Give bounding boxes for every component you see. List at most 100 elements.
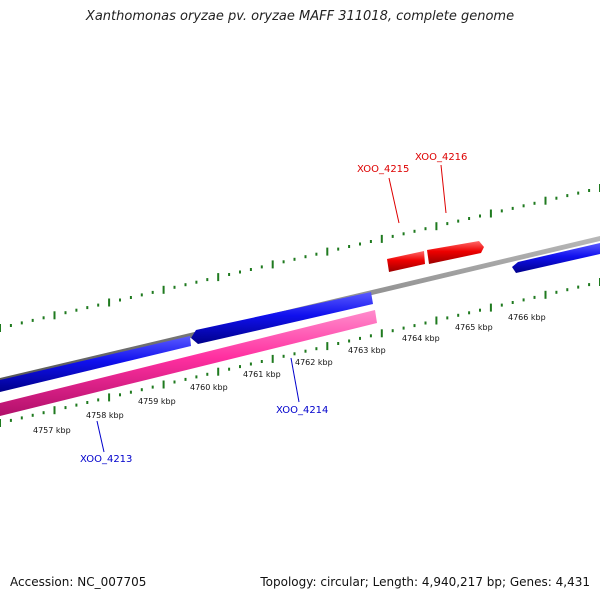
inner-track-minor-tick: [228, 367, 231, 371]
outer-track-minor-tick: [369, 240, 372, 243]
inner-track-minor-tick: [337, 342, 340, 345]
outer-track-minor-tick: [468, 217, 471, 220]
inner-track-minor-tick: [173, 380, 176, 384]
outer-track-minor-tick: [293, 257, 296, 261]
inner-track-minor-tick: [97, 398, 100, 402]
inner-track-minor-tick: [500, 303, 503, 307]
inner-track-minor-tick: [206, 372, 209, 376]
outer-track-minor-tick: [195, 280, 198, 284]
inner-track-minor-tick: [315, 347, 318, 351]
label-line-xoo-4216: [440, 164, 447, 214]
genome-summary-text: Topology: circular; Length: 4,940,217 bp…: [260, 575, 590, 589]
label-line-xoo-4215: [388, 177, 400, 224]
outer-track-minor-tick: [555, 196, 558, 200]
outer-track-minor-tick: [31, 318, 34, 322]
outer-track-minor-tick: [42, 316, 45, 320]
inner-track-minor-tick: [249, 362, 252, 366]
outer-track-major-tick: [217, 273, 220, 282]
outer-track-minor-tick: [151, 290, 154, 294]
inner-track-minor-tick: [468, 311, 471, 315]
scale-label: 4762 kbp: [295, 358, 333, 367]
inner-track-minor-tick: [522, 298, 525, 302]
gene-feature-xoo-4215[interactable]: [387, 251, 425, 272]
label-line-xoo-4214: [290, 357, 300, 403]
outer-track-minor-tick: [588, 189, 591, 192]
outer-track-minor-tick: [20, 321, 23, 325]
inner-track-minor-tick: [446, 316, 449, 320]
scale-label: 4757 kbp: [33, 426, 71, 435]
inner-track-minor-tick: [479, 308, 481, 312]
inner-track-major-tick: [162, 380, 165, 389]
inner-track-minor-tick: [86, 401, 89, 404]
inner-track-major-tick: [380, 329, 383, 338]
scale-labels: 4757 kbp 4758 kbp 4759 kbp 4760 kbp 4761 kbp…: [33, 313, 546, 435]
gene-label-xoo-4214[interactable]: XOO_4214: [276, 405, 328, 416]
inner-track-major-tick: [0, 419, 1, 427]
gene-feature-xoo-4214[interactable]: [191, 292, 373, 344]
inner-track-major-tick: [108, 393, 111, 402]
inner-track-minor-tick: [140, 388, 143, 392]
outer-track-minor-tick: [457, 219, 460, 223]
gene-label-xoo-4216[interactable]: XOO_4216: [415, 152, 467, 163]
outer-track-major-tick: [162, 285, 165, 294]
gene-feature-xoo-4216[interactable]: [427, 241, 484, 264]
inner-track-major-tick: [544, 290, 547, 299]
accession-text: Accession: NC_007705: [10, 575, 147, 589]
outer-track-minor-tick: [533, 201, 536, 205]
inner-track-minor-tick: [42, 411, 45, 415]
inner-track-minor-tick: [369, 334, 372, 338]
inner-track-minor-tick: [151, 385, 154, 389]
inner-track-minor-tick: [195, 375, 198, 379]
inner-track-major-tick: [435, 316, 438, 325]
outer-track-minor-tick: [184, 283, 187, 287]
outer-track-minor-tick: [577, 191, 580, 195]
map-title: Xanthomonas oryzae pv. oryzae MAFF 31101…: [85, 9, 515, 24]
gene-label-xoo-4215[interactable]: XOO_4215: [357, 164, 409, 175]
gene-feature-right[interactable]: [512, 243, 600, 273]
inner-track-major-tick: [489, 303, 492, 312]
outer-track-minor-tick: [359, 242, 361, 246]
outer-track-minor-tick: [239, 270, 241, 274]
outer-track-major-tick: [435, 222, 438, 231]
inner-track-minor-tick: [348, 339, 351, 343]
outer-track-minor-tick: [86, 306, 89, 310]
inner-track-minor-tick: [75, 403, 78, 407]
cds-track-feature: [0, 310, 377, 416]
outer-track-major-tick: [544, 196, 547, 205]
inner-track-minor-tick: [577, 285, 580, 289]
outer-track-minor-tick: [413, 229, 416, 233]
outer-track-major-tick: [380, 234, 383, 243]
outer-track-minor-tick: [348, 245, 351, 248]
gene-label-xoo-4213[interactable]: XOO_4213: [80, 454, 132, 465]
inner-track-minor-tick: [588, 283, 591, 287]
outer-tick-track: [0, 184, 600, 332]
inner-track-minor-tick: [31, 413, 34, 417]
scale-label: 4765 kbp: [455, 323, 493, 332]
scale-label: 4763 kbp: [348, 346, 386, 355]
inner-track-minor-tick: [9, 418, 12, 422]
outer-track-minor-tick: [249, 268, 252, 271]
inner-track-minor-tick: [293, 352, 296, 356]
gene-feature-xoo-4213[interactable]: [0, 336, 191, 392]
outer-track-minor-tick: [129, 296, 132, 299]
outer-track-minor-tick: [304, 255, 307, 259]
inner-track-minor-tick: [239, 365, 241, 369]
outer-track-minor-tick: [75, 308, 78, 312]
outer-track-minor-tick: [140, 293, 143, 297]
label-line-xoo-4213: [96, 420, 105, 453]
outer-track-minor-tick: [566, 194, 569, 198]
inner-track-minor-tick: [129, 390, 132, 394]
outer-track-minor-tick: [522, 204, 525, 208]
scale-label: 4758 kbp: [86, 411, 124, 420]
outer-track-minor-tick: [206, 278, 209, 282]
outer-track-minor-tick: [402, 232, 405, 236]
outer-track-minor-tick: [500, 209, 503, 213]
inner-track-minor-tick: [260, 360, 263, 363]
outer-track-major-tick: [326, 247, 329, 256]
inner-track-minor-tick: [282, 354, 285, 358]
inner-track-minor-tick: [413, 324, 416, 328]
outer-track-minor-tick: [97, 303, 100, 307]
outer-track-minor-tick: [64, 311, 67, 315]
